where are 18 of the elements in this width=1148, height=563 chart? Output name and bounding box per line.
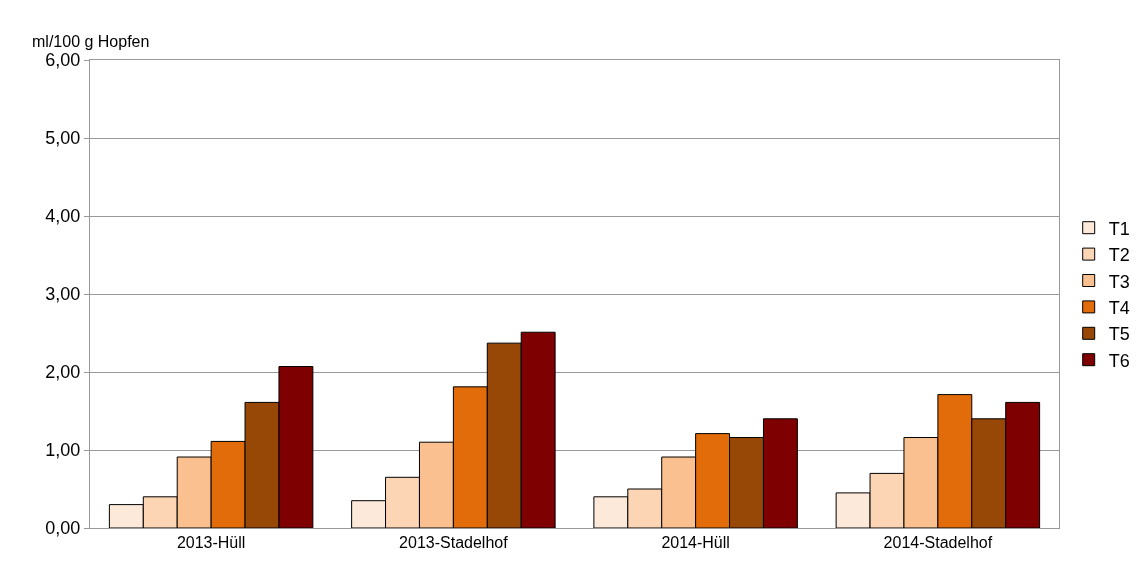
legend-label: T3 — [1108, 271, 1130, 292]
y-tick-label: 5,00 — [45, 128, 81, 149]
x-tick-label: 2014-Hüll — [661, 534, 730, 552]
legend-label: T1 — [1108, 218, 1130, 239]
x-tick-label: 2014-Stadelhof — [883, 534, 993, 552]
legend-label: T6 — [1108, 350, 1130, 371]
y-axis-title: ml/100 g Hopfen — [32, 33, 150, 50]
x-tick-label: 2013-Hüll — [176, 534, 246, 552]
legend-label: T4 — [1108, 297, 1130, 318]
legend-label: T5 — [1108, 324, 1130, 345]
y-tick-label: 1,00 — [45, 440, 81, 461]
x-tick-label: 2013-Stadelhof — [399, 534, 509, 552]
y-tick-label: 2,00 — [45, 362, 81, 383]
y-tick-label: 6,00 — [45, 50, 81, 71]
y-tick-label: 4,00 — [45, 206, 81, 227]
y-tick-label: 0,00 — [45, 518, 81, 539]
legend-label: T2 — [1108, 245, 1130, 266]
y-tick-label: 3,00 — [45, 284, 81, 305]
